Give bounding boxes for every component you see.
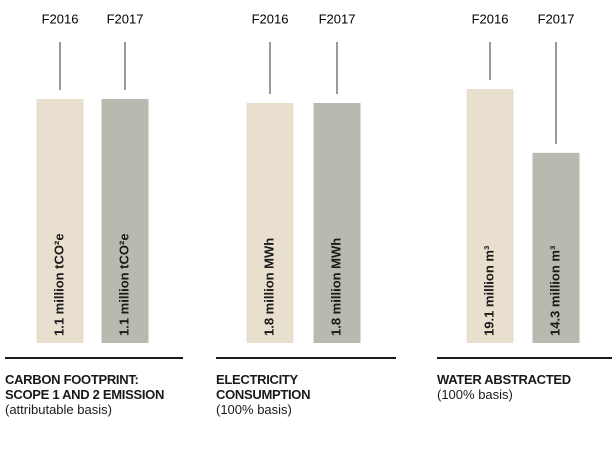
bar	[466, 89, 514, 343]
panel-subtitle: (attributable basis)	[5, 402, 112, 417]
category-label: F2016	[472, 11, 509, 26]
value-label: 19.1 million m³	[481, 245, 496, 336]
value-label: 14.3 million m³	[547, 245, 562, 336]
value-label: 1.8 million MWh	[261, 238, 276, 336]
bar	[532, 152, 580, 343]
bar	[36, 99, 84, 343]
category-label: F2017	[107, 11, 144, 26]
panel-subtitle: (100% basis)	[437, 387, 513, 402]
value-label: 1.1 million tCO²e	[51, 233, 66, 336]
panel-subtitle: (100% basis)	[216, 402, 292, 417]
bar	[101, 99, 149, 343]
value-label: 1.8 million MWh	[328, 238, 343, 336]
category-label: F2016	[252, 11, 289, 26]
category-label: F2017	[319, 11, 356, 26]
bar	[313, 103, 361, 343]
value-label: 1.1 million tCO²e	[116, 233, 131, 336]
category-label: F2017	[538, 11, 575, 26]
panel-title: CARBON FOOTPRINT: SCOPE 1 AND 2 EMISSION	[5, 372, 165, 402]
category-label: F2016	[42, 11, 79, 26]
panel-title: WATER ABSTRACTED	[437, 372, 571, 387]
panel-title: ELECTRICITY CONSUMPTION	[216, 372, 311, 402]
bar	[246, 103, 294, 343]
